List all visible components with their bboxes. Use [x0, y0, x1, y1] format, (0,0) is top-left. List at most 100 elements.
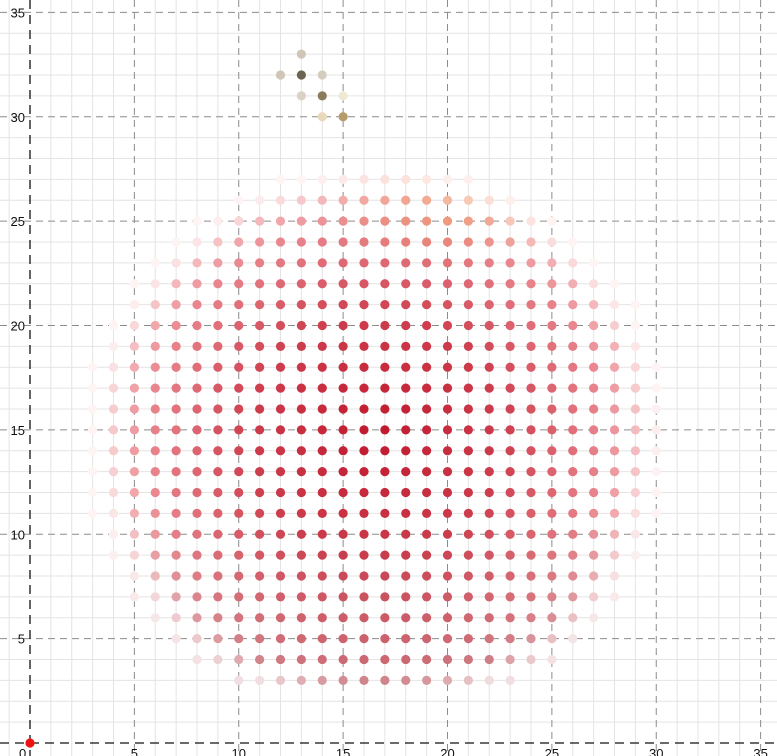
- apple-point: [463, 320, 473, 331]
- apple-point: [255, 404, 265, 414]
- apple-point: [630, 467, 640, 477]
- apple-point: [401, 425, 411, 435]
- apple-point: [484, 258, 494, 268]
- apple-point: [547, 613, 557, 623]
- apple-point: [484, 592, 494, 602]
- apple-point: [150, 300, 160, 310]
- apple-point: [422, 216, 432, 226]
- apple-point: [589, 279, 599, 289]
- apple-point: [526, 550, 536, 560]
- apple-point: [589, 383, 599, 393]
- apple-point: [401, 195, 411, 205]
- apple-point: [192, 654, 202, 665]
- apple-point: [401, 320, 411, 331]
- apple-point: [484, 195, 494, 205]
- apple-point: [380, 571, 390, 581]
- apple-point: [192, 404, 202, 414]
- apple-point: [380, 425, 390, 435]
- apple-point: [255, 195, 265, 205]
- apple-point: [463, 550, 473, 560]
- apple-point: [255, 675, 265, 685]
- apple-point: [547, 654, 557, 665]
- apple-point: [442, 508, 453, 518]
- stem-point: [275, 70, 286, 80]
- apple-point: [150, 467, 160, 477]
- apple-point: [88, 487, 98, 498]
- apple-point: [380, 550, 390, 560]
- apple-point: [296, 258, 306, 268]
- apple-point: [568, 487, 578, 498]
- apple-point: [380, 258, 390, 268]
- apple-point: [505, 362, 515, 372]
- apple-point: [505, 279, 515, 289]
- apple-point: [380, 487, 390, 498]
- apple-point: [359, 320, 369, 331]
- apple-point: [463, 613, 473, 623]
- apple-point: [422, 675, 432, 685]
- apple-point: [255, 446, 265, 456]
- apple-point: [463, 508, 473, 518]
- apple-point: [526, 446, 536, 456]
- apple-point: [192, 467, 202, 477]
- apple-point: [526, 341, 536, 351]
- apple-point: [401, 341, 411, 351]
- apple-points: [25, 49, 661, 748]
- apple-point: [568, 571, 578, 581]
- apple-point: [526, 362, 536, 372]
- apple-point: [275, 320, 286, 331]
- apple-point: [484, 341, 494, 351]
- apple-point: [442, 613, 453, 623]
- stem-point: [296, 91, 306, 101]
- apple-point: [484, 237, 494, 247]
- x-tick-label: 15: [336, 746, 350, 756]
- apple-point: [505, 383, 515, 393]
- apple-point: [505, 571, 515, 581]
- apple-point: [463, 487, 473, 498]
- apple-point: [630, 550, 640, 560]
- apple-point: [317, 195, 327, 205]
- apple-point: [129, 300, 139, 310]
- apple-point: [568, 529, 578, 539]
- apple-point: [359, 654, 369, 665]
- apple-point: [129, 508, 139, 518]
- apple-point: [484, 550, 494, 560]
- apple-point: [422, 341, 432, 351]
- apple-point: [150, 425, 160, 435]
- apple-point: [401, 216, 411, 226]
- apple-point: [213, 529, 223, 539]
- apple-point: [317, 675, 327, 685]
- apple-point: [609, 300, 620, 310]
- apple-point: [108, 508, 119, 518]
- apple-point: [630, 300, 640, 310]
- apple-point: [171, 404, 181, 414]
- apple-point: [150, 487, 160, 498]
- apple-point: [401, 654, 411, 665]
- apple-point: [547, 404, 557, 414]
- apple-point: [275, 529, 286, 539]
- apple-point: [505, 300, 515, 310]
- apple-point: [317, 425, 327, 435]
- apple-point: [296, 675, 306, 685]
- apple-point: [296, 592, 306, 602]
- apple-point: [484, 216, 494, 226]
- apple-point: [380, 174, 390, 184]
- apple-point: [526, 487, 536, 498]
- apple-point: [213, 487, 223, 498]
- apple-point: [526, 383, 536, 393]
- apple-point: [234, 425, 244, 435]
- apple-point: [568, 508, 578, 518]
- apple-point: [192, 320, 202, 331]
- apple-point: [359, 446, 369, 456]
- apple-point: [651, 508, 661, 518]
- apple-point: [380, 320, 390, 331]
- apple-point: [129, 425, 139, 435]
- apple-point: [296, 404, 306, 414]
- apple-point: [359, 508, 369, 518]
- apple-point: [484, 508, 494, 518]
- apple-point: [463, 592, 473, 602]
- apple-point: [651, 446, 661, 456]
- apple-point: [317, 258, 327, 268]
- apple-point: [255, 320, 265, 331]
- apple-point: [213, 320, 223, 331]
